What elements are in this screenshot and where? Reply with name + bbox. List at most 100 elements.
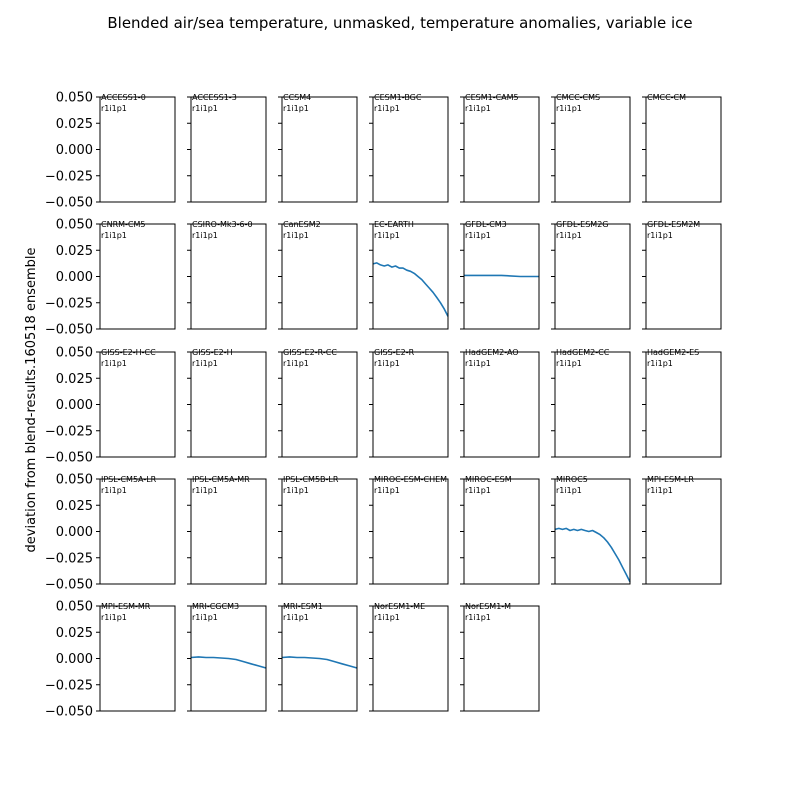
y-tick-label: −0.050 <box>45 705 93 720</box>
panel-model-label: CSIRO-Mk3-6-0 <box>192 220 253 229</box>
panel-access1-3: ACCESS1-3 r1i1p1 <box>187 93 267 203</box>
panel-model-label: CMCC-CMS <box>556 93 600 102</box>
y-tick-label: 0.050 <box>56 473 93 488</box>
panel-model-label: HadGEM2-AO <box>465 348 519 357</box>
panel-run-label: r1i1p1 <box>283 613 309 622</box>
panel-canesm2: CanESM2 r1i1p1 <box>278 220 358 330</box>
panel-mri-esm1: MRI-ESM1 r1i1p1 <box>278 602 358 712</box>
y-tick-label: 0.000 <box>56 652 93 667</box>
y-tick-label: 0.000 <box>56 398 93 413</box>
panel-run-label: r1i1p1 <box>374 104 400 113</box>
y-tick-label: 0.050 <box>56 346 93 361</box>
panel-gfdl-esm2m: GFDL-ESM2M r1i1p1 <box>642 220 722 330</box>
panel-mpi-esm-lr: MPI-ESM-LR r1i1p1 <box>642 475 722 585</box>
panel-mpi-esm-mr: 0.050 0.025 0.000 −0.025 −0.050 MPI-ESM-MR r1i… <box>45 600 176 720</box>
y-tick-label: −0.025 <box>45 424 93 439</box>
panel-run-label: r1i1p1 <box>283 359 309 368</box>
y-tick-label: 0.000 <box>56 143 93 158</box>
y-tick-label: −0.050 <box>45 451 93 466</box>
panel-hadgem2-ao: HadGEM2-AO r1i1p1 <box>460 348 540 458</box>
panel-run-label: r1i1p1 <box>283 486 309 495</box>
panel-run-label: r1i1p1 <box>192 613 218 622</box>
y-tick-label: −0.050 <box>45 323 93 338</box>
panel-ec-earth: EC-EARTH r1i1p1 <box>369 220 449 330</box>
panel-run-label: r1i1p1 <box>192 359 218 368</box>
panel-run-label: r1i1p1 <box>647 359 673 368</box>
panel-model-label: CMCC-CM <box>647 93 686 102</box>
panel-access1-0: 0.050 0.025 0.000 −0.025 −0.050 ACCESS1-0 r1i1… <box>45 91 176 211</box>
panel-model-label: ACCESS1-3 <box>192 93 237 102</box>
y-tick-label: −0.025 <box>45 551 93 566</box>
y-tick-label: −0.050 <box>45 196 93 211</box>
panel-giss-e2-h: GISS-E2-H r1i1p1 <box>187 348 267 458</box>
chart-title: Blended air/sea temperature, unmasked, t… <box>107 14 692 32</box>
y-tick-label: 0.025 <box>56 117 93 132</box>
panel-miroc-esm-chem: MIROC-ESM-CHEM r1i1p1 <box>369 475 449 585</box>
y-tick-label: −0.025 <box>45 296 93 311</box>
panel-mri-cgcm3: MRI-CGCM3 r1i1p1 <box>187 602 267 712</box>
panel-model-label: MPI-ESM-LR <box>647 475 694 484</box>
panel-run-label: r1i1p1 <box>556 486 582 495</box>
panel-run-label: r1i1p1 <box>465 486 491 495</box>
series-line-gfdl-cm3 <box>464 274 539 278</box>
y-tick-label: 0.050 <box>56 600 93 615</box>
panel-gfdl-esm2g: GFDL-ESM2G r1i1p1 <box>551 220 631 330</box>
panel-run-label: r1i1p1 <box>647 486 673 495</box>
panel-miroc-esm: MIROC-ESM r1i1p1 <box>460 475 540 585</box>
panel-giss-e2-r-cc: GISS-E2-R-CC r1i1p1 <box>278 348 358 458</box>
panel-run-label: r1i1p1 <box>465 231 491 240</box>
panel-cmcc-cms: CMCC-CMS r1i1p1 <box>551 93 631 203</box>
panel-giss-e2-r: GISS-E2-R r1i1p1 <box>369 348 449 458</box>
y-tick-label: 0.000 <box>56 525 93 540</box>
panel-run-label: r1i1p1 <box>556 104 582 113</box>
panel-hadgem2-cc: HadGEM2-CC r1i1p1 <box>551 348 631 458</box>
y-tick-label: −0.025 <box>45 169 93 184</box>
panel-noresm1-m: NorESM1-M r1i1p1 <box>460 602 540 712</box>
panel-run-label: r1i1p1 <box>556 231 582 240</box>
series-line-mri-esm1 <box>281 656 358 669</box>
panel-noresm1-me: NorESM1-ME r1i1p1 <box>369 602 449 712</box>
panel-model-label: CanESM2 <box>283 220 321 229</box>
panel-run-label: r1i1p1 <box>101 104 127 113</box>
panel-model-label: IPSL-CM5A-MR <box>192 475 250 484</box>
y-tick-label: 0.050 <box>56 218 93 233</box>
panel-ipsl-cm5b-lr: IPSL-CM5B-LR r1i1p1 <box>278 475 358 585</box>
panel-model-label: HadGEM2-CC <box>556 348 610 357</box>
panel-model-label: GISS-E2-R-CC <box>283 348 337 357</box>
panel-run-label: r1i1p1 <box>192 486 218 495</box>
panel-cesm1-cam5: CESM1-CAM5 r1i1p1 <box>460 93 540 203</box>
panel-model-label: MIROC5 <box>556 475 588 484</box>
panel-run-label: r1i1p1 <box>465 613 491 622</box>
panel-model-label: EC-EARTH <box>374 220 414 229</box>
panel-frame <box>645 96 722 203</box>
panel-miroc5: MIROC5 r1i1p1 <box>551 475 631 585</box>
panel-ipsl-cm5a-mr: IPSL-CM5A-MR r1i1p1 <box>187 475 267 585</box>
panel-model-label: NorESM1-M <box>465 602 511 611</box>
panel-run-label: r1i1p1 <box>374 359 400 368</box>
panel-csiro-mk3-6-0: CSIRO-Mk3-6-0 r1i1p1 <box>187 220 267 330</box>
panel-run-label: r1i1p1 <box>101 359 127 368</box>
panel-gfdl-cm3: GFDL-CM3 r1i1p1 <box>460 220 540 330</box>
panel-model-label: IPSL-CM5A-LR <box>101 475 157 484</box>
panel-run-label: r1i1p1 <box>374 613 400 622</box>
panel-model-label: MIROC-ESM-CHEM <box>374 475 447 484</box>
y-tick-label: −0.050 <box>45 578 93 593</box>
y-axis-label: deviation from blend-results.160518 ense… <box>24 248 39 553</box>
y-tick-label: −0.025 <box>45 678 93 693</box>
panel-model-label: GFDL-ESM2M <box>647 220 700 229</box>
panel-cesm1-bgc: CESM1-BGC r1i1p1 <box>369 93 449 203</box>
panel-run-label: r1i1p1 <box>101 486 127 495</box>
panel-model-label: GFDL-CM3 <box>465 220 507 229</box>
panel-model-label: MPI-ESM-MR <box>101 602 151 611</box>
panel-model-label: GISS-E2-H <box>192 348 233 357</box>
panel-ipsl-cm5a-lr: 0.050 0.025 0.000 −0.025 −0.050 IPSL-CM5A-LR r… <box>45 473 176 593</box>
panel-run-label: r1i1p1 <box>647 231 673 240</box>
panel-cmcc-cm: CMCC-CM <box>642 93 722 203</box>
panel-model-label: ACCESS1-0 <box>101 93 146 102</box>
series-line-ec-earth <box>372 262 449 317</box>
panel-cnrm-cm5: 0.050 0.025 0.000 −0.025 −0.050 CNRM-CM5 r1i1p… <box>45 218 176 338</box>
panel-model-label: CESM1-CAM5 <box>465 93 519 102</box>
y-tick-label: 0.025 <box>56 499 93 514</box>
panel-ccsm4: CCSM4 r1i1p1 <box>278 93 358 203</box>
